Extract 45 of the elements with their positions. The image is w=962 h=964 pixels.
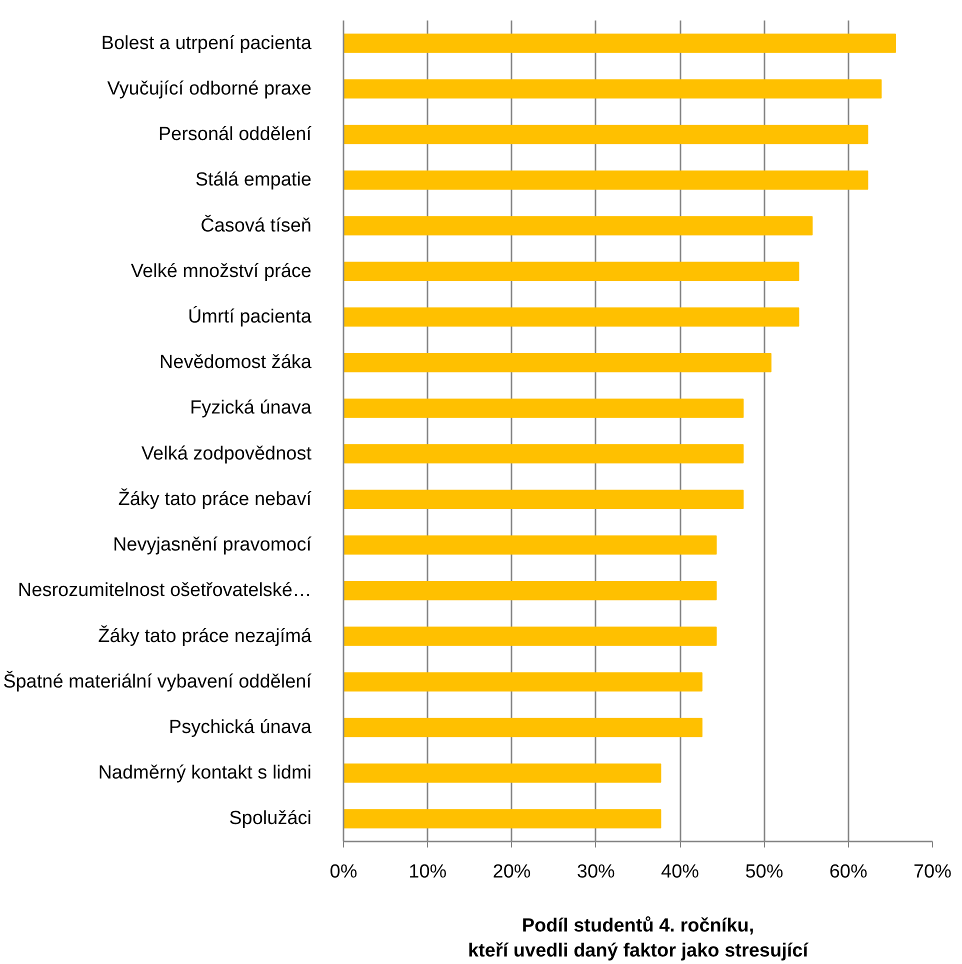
y-tick-label: Personál oddělení — [158, 124, 312, 146]
bar — [344, 763, 662, 783]
y-tick-label: Vyučující odborné praxe — [107, 78, 312, 100]
x-tick-label: 60% — [829, 862, 868, 882]
bar — [344, 398, 744, 418]
bar — [344, 444, 744, 464]
bar — [344, 307, 800, 327]
x-tick-label: 0% — [330, 862, 358, 882]
x-tick-label: 40% — [661, 862, 700, 882]
y-tick-label: Stálá empatie — [195, 170, 312, 191]
y-tick-label: Velké množství práce — [130, 260, 312, 282]
bar — [344, 490, 744, 510]
y-tick-label: Nevyjasnění pravomocí — [112, 534, 312, 556]
y-tick-label: Psychická únava — [168, 716, 312, 738]
x-tick-label: 10% — [408, 862, 447, 882]
x-tick-label: 70% — [913, 862, 952, 882]
bar — [344, 216, 813, 236]
bar — [344, 124, 868, 144]
x-tick-label: 50% — [745, 862, 784, 882]
bar — [344, 34, 896, 53]
y-tick-label: Bolest a utrpení pacienta — [101, 32, 312, 54]
x-axis-title: Podíl studentů 4. ročníku, kteří uvedli daný faktor jako stresující — [468, 916, 809, 962]
x-tick-label: 30% — [576, 862, 616, 882]
bar — [344, 672, 702, 692]
bar — [344, 170, 868, 190]
y-tick-label: Špatné materiální vybavení oddělení — [3, 670, 312, 692]
bar — [344, 262, 800, 281]
bar — [344, 581, 717, 600]
y-tick-label: Nevědomost žáka — [159, 352, 312, 374]
y-tick-label: Žáky tato práce nezajímá — [98, 624, 312, 647]
bar — [344, 352, 772, 372]
y-tick-label: Nesrozumitelnost ošetřovatelské… — [18, 580, 312, 602]
bar — [344, 809, 662, 828]
bar — [344, 535, 717, 555]
x-tick-label: 20% — [492, 862, 531, 882]
y-tick-label: Žáky tato práce nebaví — [118, 488, 312, 510]
bar — [344, 79, 882, 99]
bar — [344, 718, 702, 738]
y-tick-label: Časová tíseň — [200, 214, 312, 236]
y-tick-label: Velká zodpovědnost — [141, 443, 312, 464]
bar — [344, 626, 717, 646]
y-tick-label: Spolužáci — [229, 808, 312, 830]
y-tick-label: Fyzická únava — [190, 398, 312, 419]
y-tick-label: Nadměrný kontakt s lidmi — [98, 762, 312, 784]
y-tick-label: Úmrtí pacienta — [188, 305, 312, 328]
